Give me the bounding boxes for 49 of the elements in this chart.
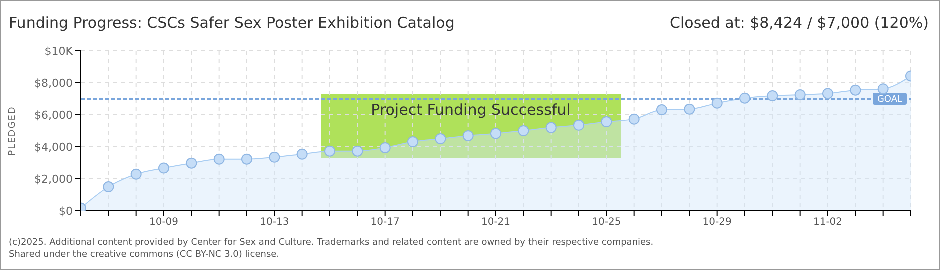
point <box>352 146 364 157</box>
y-tick-label: $4,000 <box>34 140 73 154</box>
point <box>408 136 418 148</box>
point <box>712 98 723 109</box>
x-tick-label: 10-21 <box>481 217 511 228</box>
x-tick-label: 10-17 <box>370 217 400 228</box>
point <box>324 146 336 157</box>
point <box>601 116 612 128</box>
x-tick-label: 11-02 <box>813 217 843 228</box>
chart-title: Funding Progress: CSCs Safer Sex Poster Exhibition Catalog <box>9 14 455 32</box>
text: Shared under the creative commons (CC BY-NC 3.0) license. <box>9 250 280 260</box>
point <box>574 120 584 131</box>
y-tick-label: $2,000 <box>34 172 73 186</box>
point <box>684 104 696 115</box>
point <box>296 148 308 160</box>
point <box>822 88 834 100</box>
point <box>490 128 502 140</box>
x-tick-label: 10-29 <box>702 217 732 228</box>
y-axis-title: PLEDGED <box>8 106 18 156</box>
point <box>740 92 750 104</box>
chart-subtitle: Closed at: $8,424 / $7,000 (120%) <box>670 14 929 32</box>
point <box>158 162 170 174</box>
y-tick-label: $0 <box>59 204 73 218</box>
point <box>518 126 530 136</box>
point <box>628 114 640 125</box>
y-tick-label: $10K <box>44 44 74 58</box>
point <box>130 168 142 180</box>
point <box>656 104 668 116</box>
point <box>214 154 225 165</box>
point <box>435 134 446 144</box>
x-tick-label: 10-25 <box>592 217 622 228</box>
annotation: Project Funding Successful <box>370 101 572 119</box>
y-tick-label: $6,000 <box>34 108 73 122</box>
x-tick-label: 10-09 <box>149 217 179 228</box>
point <box>242 154 252 165</box>
ref-line-label: GOAL <box>877 95 903 105</box>
point <box>186 158 198 169</box>
x-tick-label: 10-13 <box>260 217 290 228</box>
point <box>269 152 280 163</box>
point <box>462 130 474 142</box>
point <box>103 182 114 192</box>
y-tick-label: $8,000 <box>34 76 73 90</box>
point <box>794 90 806 100</box>
point <box>767 90 778 102</box>
point <box>380 142 391 154</box>
text: (c)2025. Additional content provided by Center for Sex and Culture. Trademarks and related content are owned by their respective companies. <box>9 238 654 248</box>
point <box>878 84 889 95</box>
point <box>850 84 862 96</box>
point <box>546 122 557 134</box>
